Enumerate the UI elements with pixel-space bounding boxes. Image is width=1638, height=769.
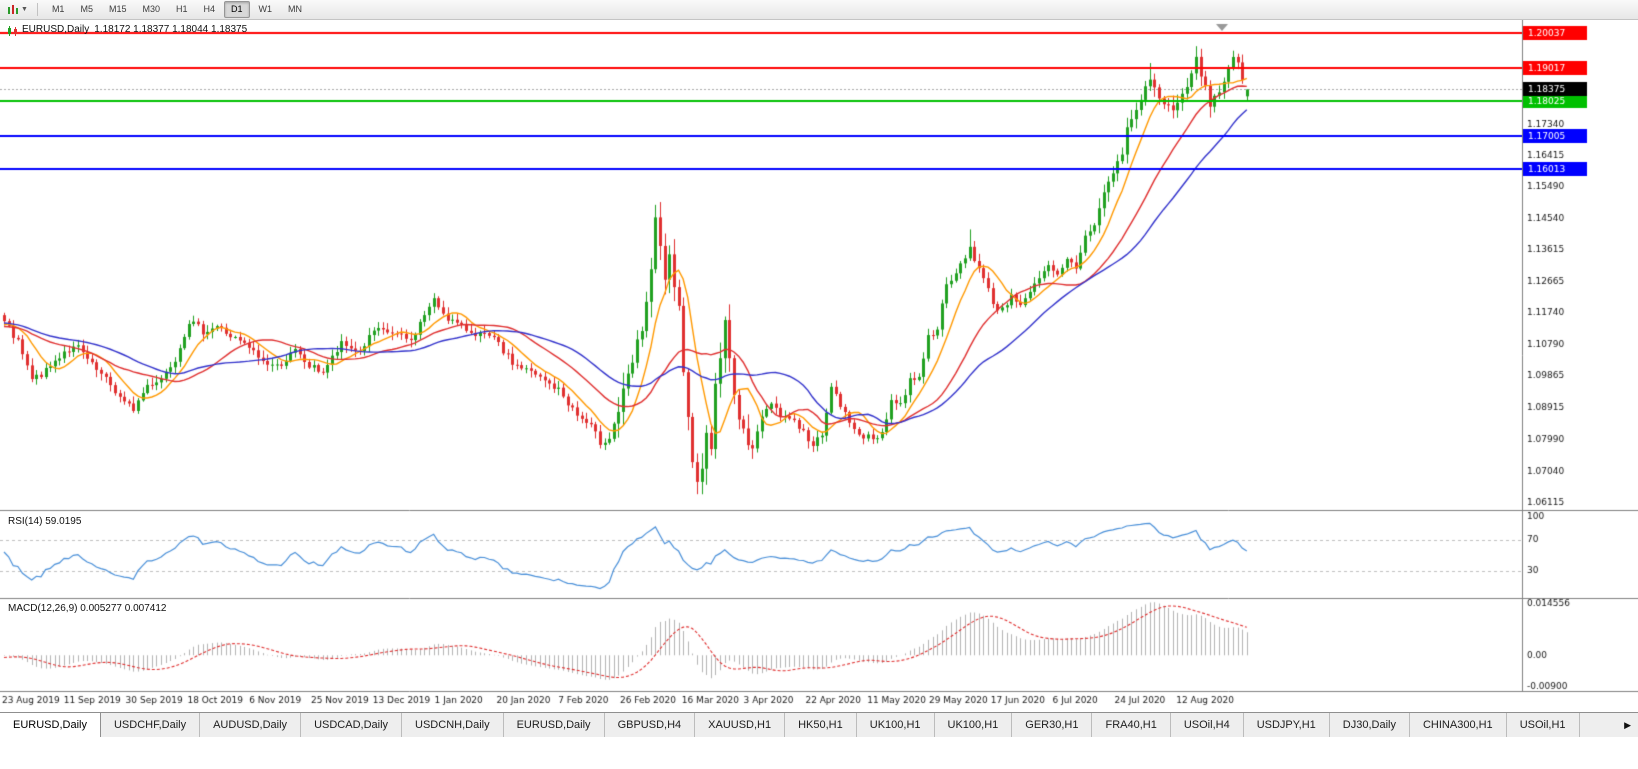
new-chart-button[interactable]: ▼: [4, 2, 31, 18]
chart-tab[interactable]: DJ30,Daily: [1329, 713, 1410, 737]
chart-tab[interactable]: EURUSD,Daily: [0, 713, 101, 737]
chart-tab[interactable]: GBPUSD,H4: [604, 713, 696, 737]
bar-chart-icon: [8, 5, 18, 14]
chart-title-symbol: EURUSD,Daily: [22, 24, 90, 35]
toolbar-separator: [36, 3, 38, 16]
timeframe-button-m30[interactable]: M30: [135, 1, 167, 18]
chart-title-ohlc: 1.18172 1.18377 1.18044 1.18375: [94, 24, 248, 35]
chart-tab[interactable]: USDJPY,H1: [1243, 713, 1330, 737]
chart-tab[interactable]: AUDUSD,Daily: [200, 713, 302, 737]
rsi-indicator-label: RSI(14) 59.0195: [8, 516, 82, 527]
chart-window: EURUSD,Daily 1.18172 1.18377 1.18044 1.18…: [0, 20, 1638, 712]
price-chart-canvas[interactable]: [0, 20, 1638, 712]
chart-tab[interactable]: USDCAD,Daily: [301, 713, 403, 737]
chart-tab[interactable]: USDCNH,Daily: [402, 713, 504, 737]
candlestick-icon: [8, 26, 17, 36]
chevron-down-icon: ▼: [21, 6, 28, 13]
chart-tab[interactable]: HK50,H1: [785, 713, 857, 737]
timeframe-button-mn[interactable]: MN: [281, 1, 309, 18]
timeframe-button-m1[interactable]: M1: [45, 1, 72, 18]
chart-title: EURUSD,Daily 1.18172 1.18377 1.18044 1.18…: [22, 24, 247, 35]
chart-tab[interactable]: GER30,H1: [1012, 713, 1093, 737]
chart-tabbar: EURUSD,Daily USDCHF,Daily AUDUSD,Daily U…: [0, 712, 1638, 737]
chart-tab[interactable]: FRA40,H1: [1092, 713, 1171, 737]
timeframe-button-w1[interactable]: W1: [252, 1, 280, 18]
timeframe-toolbar: ▼ M1 M5 M15 M30 H1 H4 D1 W1 MN: [0, 0, 1638, 20]
chart-tab[interactable]: UK100,H1: [856, 713, 935, 737]
right-arrow-icon: ▶: [1624, 719, 1631, 730]
chart-tab[interactable]: UK100,H1: [934, 713, 1013, 737]
timeframe-button-h4[interactable]: H4: [197, 1, 223, 18]
chart-tab[interactable]: USOil,H4: [1170, 713, 1244, 737]
chart-tab[interactable]: USDCHF,Daily: [100, 713, 201, 737]
chart-tab[interactable]: XAUUSD,H1: [695, 713, 786, 737]
timeframe-button-m15[interactable]: M15: [102, 1, 134, 18]
chart-tab[interactable]: CHINA300,H1: [1409, 713, 1507, 737]
tab-scroll-right-button[interactable]: ▶: [1617, 713, 1638, 737]
timeframe-button-m5[interactable]: M5: [73, 1, 100, 18]
chart-tab[interactable]: USOil,H1: [1506, 713, 1580, 737]
macd-indicator-label: MACD(12,26,9) 0.005277 0.007412: [8, 603, 167, 614]
timeframe-button-h1[interactable]: H1: [169, 1, 195, 18]
chart-tab[interactable]: EURUSD,Daily: [503, 713, 605, 737]
timeframe-button-d1[interactable]: D1: [224, 1, 250, 18]
